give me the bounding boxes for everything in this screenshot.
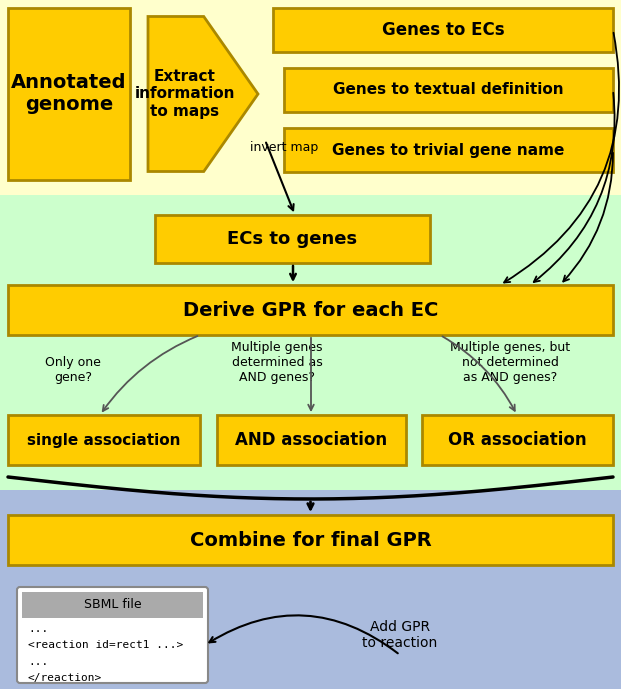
Bar (0, 490, 621, 689)
Text: Annotated
genome: Annotated genome (11, 74, 127, 114)
Bar (0, 195, 621, 490)
Bar (284, 128, 613, 172)
Text: Multiple genes, but
not determined
as AND genes?: Multiple genes, but not determined as AN… (450, 340, 570, 384)
Bar (22, 592, 203, 618)
Text: ECs to genes: ECs to genes (227, 230, 358, 248)
Polygon shape (148, 17, 258, 172)
Bar (273, 8, 613, 52)
Bar (284, 68, 613, 112)
Text: ...
<reaction id=rect1 ...>
...
</reaction>: ... <reaction id=rect1 ...> ... </reacti… (28, 624, 183, 683)
Bar (217, 415, 406, 465)
Bar (422, 415, 613, 465)
Text: Genes to trivial gene name: Genes to trivial gene name (332, 143, 564, 158)
Text: Extract
information
to maps: Extract information to maps (135, 69, 235, 119)
Bar (8, 8, 130, 180)
Text: OR association: OR association (448, 431, 587, 449)
Text: SBML file: SBML file (84, 597, 142, 610)
Text: single association: single association (27, 433, 181, 447)
Text: invert map: invert map (250, 141, 318, 154)
Text: Combine for final GPR: Combine for final GPR (189, 531, 432, 550)
Text: Genes to ECs: Genes to ECs (382, 21, 504, 39)
Bar (8, 515, 613, 565)
Text: Multiple genes
determined as
AND genes?: Multiple genes determined as AND genes? (231, 340, 323, 384)
Bar (0, 0, 621, 195)
Text: Only one
gene?: Only one gene? (45, 356, 101, 384)
Text: Add GPR
to reaction: Add GPR to reaction (363, 620, 438, 650)
Text: Derive GPR for each EC: Derive GPR for each EC (183, 300, 438, 320)
Bar (155, 215, 430, 263)
Text: AND association: AND association (235, 431, 388, 449)
FancyBboxPatch shape (17, 587, 208, 683)
Text: Genes to textual definition: Genes to textual definition (333, 83, 564, 98)
Bar (8, 285, 613, 335)
Bar (8, 415, 200, 465)
